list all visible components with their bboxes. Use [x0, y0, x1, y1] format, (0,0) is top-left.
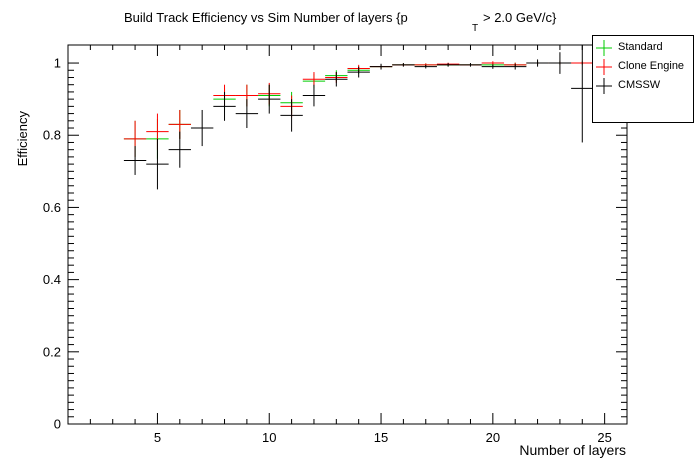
data-point-cmssw: [347, 66, 370, 78]
data-point-cmssw: [235, 99, 259, 129]
data-point-cmssw: [548, 52, 572, 74]
chart-title-tail: > 2.0 GeV/c}: [483, 10, 557, 25]
legend: Standard Clone Engine CMSSW: [592, 35, 694, 123]
data-point-cmssw: [392, 63, 415, 67]
data-point-cmssw: [414, 64, 437, 69]
y-tick-label: 0.6: [43, 200, 61, 215]
data-point-cmssw: [123, 146, 147, 175]
data-point-cmssw: [459, 63, 482, 67]
legend-marker-standard: [596, 40, 612, 56]
legend-marker-clone-engine: [596, 59, 612, 75]
data-point-clone-engine: [481, 61, 505, 65]
data-point-cmssw: [280, 99, 303, 132]
legend-label-standard: Standard: [618, 41, 663, 53]
y-tick-label: 0: [54, 417, 61, 432]
data-point-cmssw: [526, 59, 549, 67]
chart-title-main: Build Track Efficiency vs Sim Number of …: [124, 10, 408, 25]
plot-frame: [67, 44, 628, 425]
data-point-cmssw: [504, 63, 527, 70]
data-point-cmssw: [168, 131, 191, 168]
x-axis-label: Number of layers: [519, 442, 626, 458]
y-tick-label: 0.4: [43, 272, 61, 287]
data-point-cmssw: [190, 109, 214, 147]
x-tick-label: 15: [374, 430, 388, 445]
data-point-cmssw: [302, 84, 326, 107]
x-tick-label: 5: [154, 430, 161, 445]
data-point-cmssw: [258, 84, 281, 114]
legend-item-standard: Standard: [593, 38, 693, 58]
data-point-cmssw: [571, 45, 594, 143]
legend-item-clone-engine: Clone Engine: [593, 57, 693, 77]
data-point-cmssw: [369, 63, 393, 70]
data-point-cmssw: [213, 91, 236, 121]
legend-marker-cmssw: [596, 78, 612, 94]
x-tick-label: 10: [262, 430, 276, 445]
data-marks: [123, 45, 594, 190]
data-point-cmssw: [325, 72, 348, 87]
data-point-clone-engine: [302, 72, 326, 87]
x-tick-label: 20: [486, 430, 500, 445]
y-axis-label: Efficiency: [15, 111, 30, 167]
y-tick-label: 1: [54, 56, 61, 71]
legend-label-cmssw: CMSSW: [618, 79, 661, 91]
data-point-cmssw: [146, 138, 169, 190]
data-point-cmssw: [436, 63, 460, 67]
y-tick-label: 0.8: [43, 128, 61, 143]
x-tick-label: 25: [597, 430, 611, 445]
data-point-cmssw: [481, 64, 505, 69]
legend-item-cmssw: CMSSW: [593, 76, 693, 96]
y-tick-label: 0.2: [43, 344, 61, 359]
legend-label-clone-engine: Clone Engine: [618, 60, 685, 72]
chart-title: Build Track Efficiency vs Sim Number of …: [124, 10, 408, 25]
axis-ticks: 5 10 15 20 25 0 0.2 0.4 0.6 0.8 1: [43, 45, 628, 445]
chart-title-subscript: T: [472, 23, 478, 34]
